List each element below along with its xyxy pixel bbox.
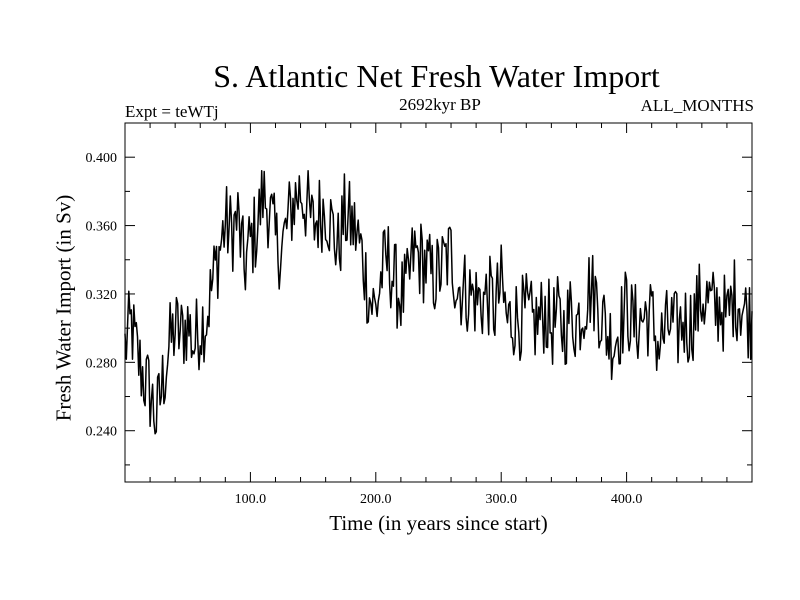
tick-labels: 100.0 200.0 300.0 400.0 0.240 0.280 0.320 0.360… (86, 151, 643, 507)
y-tick-label: 0.400 (86, 151, 118, 166)
y-tick-label: 0.240 (86, 425, 118, 440)
y-tick-label: 0.360 (86, 220, 118, 235)
months-label: ALL_MONTHS (640, 96, 754, 115)
x-tick-label: 200.0 (360, 492, 392, 507)
x-tick-label: 100.0 (235, 492, 267, 507)
axis-ticks (125, 123, 752, 482)
chart-title: S. Atlantic Net Fresh Water Import (213, 58, 660, 94)
y-tick-label: 0.320 (86, 288, 118, 303)
data-series-line (124, 169, 753, 435)
era-label: 2692kyr BP (399, 95, 481, 114)
x-axis-label: Time (in years since start) (329, 511, 548, 535)
x-tick-label: 300.0 (485, 492, 517, 507)
y-tick-label: 0.280 (86, 356, 118, 371)
plot-frame (124, 122, 753, 483)
experiment-label: Expt = teWTj (125, 102, 219, 121)
x-tick-label: 400.0 (611, 492, 643, 507)
